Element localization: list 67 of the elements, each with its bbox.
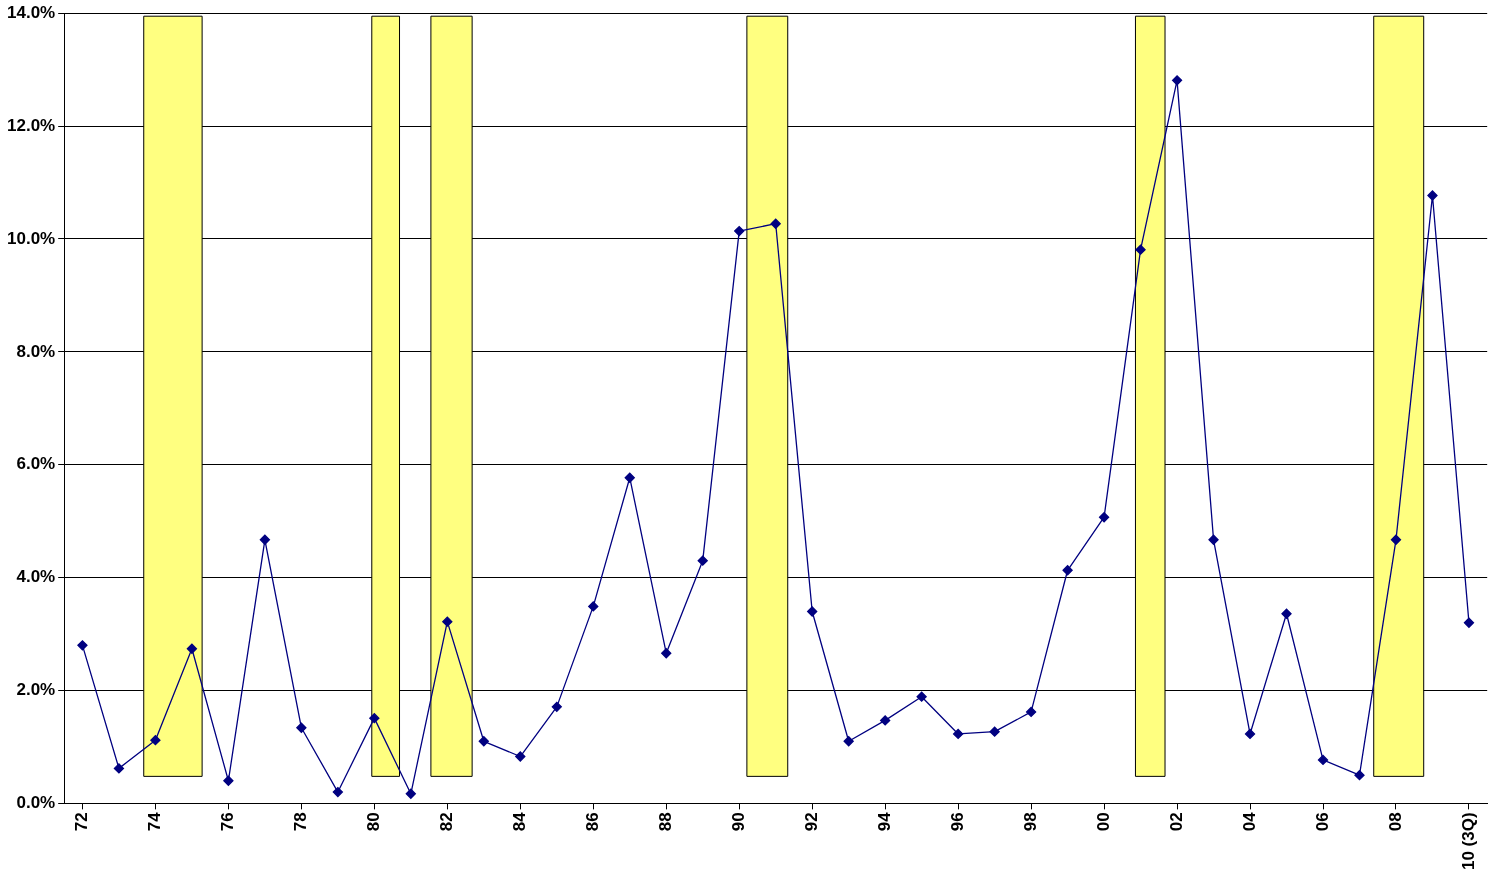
point: [1463, 617, 1475, 628]
x-tick-label: 92: [801, 812, 821, 832]
point: [1317, 754, 1329, 766]
point: [1135, 244, 1146, 255]
x-tick-label: 96: [947, 812, 967, 832]
point: [989, 726, 1000, 737]
point: [661, 648, 672, 659]
x-tick-label: 76: [218, 812, 238, 832]
x-tick-label: 74: [145, 811, 165, 832]
x-tick-label: 90: [728, 812, 748, 832]
point: [77, 640, 88, 651]
y-tick-label: 4.0%: [16, 567, 56, 587]
point: [1354, 770, 1365, 781]
point: [1098, 512, 1110, 523]
point: [405, 788, 416, 799]
x-tick-label: 82: [437, 812, 456, 832]
point: [442, 616, 453, 627]
point: [332, 786, 344, 798]
point: [113, 763, 125, 774]
point: [296, 722, 307, 733]
point: [624, 472, 635, 483]
y-tick-label: 8.0%: [16, 341, 56, 361]
point: [1171, 75, 1183, 86]
point: [588, 601, 599, 612]
point: [223, 775, 234, 786]
point: [807, 606, 818, 617]
point: [1062, 565, 1073, 576]
x-tick-label: 94: [874, 811, 894, 832]
point: [1208, 534, 1219, 545]
x-tick-label: 80: [364, 812, 384, 832]
x-tick-label: 02: [1166, 812, 1186, 832]
y-tick-label: 6.0%: [16, 454, 56, 474]
x-tick-label: 78: [291, 812, 311, 832]
point: [697, 555, 708, 566]
x-tick-label: 88: [655, 812, 675, 832]
point: [1244, 728, 1256, 740]
point: [1281, 608, 1292, 619]
x-tick-label: 06: [1312, 812, 1332, 832]
x-tick-label: 98: [1020, 812, 1040, 832]
point: [770, 218, 781, 229]
x-tick-label: 86: [582, 812, 602, 832]
y-tick-label: 0.0%: [16, 793, 56, 813]
point: [916, 691, 927, 702]
point: [1427, 190, 1438, 201]
point: [478, 736, 489, 747]
y-tick-label: 2.0%: [16, 680, 56, 700]
point: [551, 701, 562, 712]
point: [843, 736, 854, 747]
point: [734, 225, 745, 237]
x-tick-label: 00: [1093, 812, 1113, 832]
point: [952, 728, 964, 740]
y-tick-label: 14.0%: [7, 2, 56, 22]
point: [259, 534, 271, 545]
point: [1025, 706, 1037, 718]
point: [515, 751, 526, 762]
point: [150, 735, 161, 746]
point: [369, 712, 380, 724]
x-tick-label: 10 (3Q): [1458, 812, 1478, 871]
point: [1390, 534, 1402, 545]
y-tick-label: 10.0%: [7, 228, 56, 248]
x-tick-label: 72: [72, 812, 92, 832]
y-tick-label: 12.0%: [7, 115, 56, 135]
x-tick-label: 08: [1385, 812, 1405, 832]
point: [186, 643, 198, 654]
point: [880, 715, 891, 726]
x-tick-label: 04: [1239, 811, 1259, 832]
x-tick-label: 84: [509, 811, 529, 832]
